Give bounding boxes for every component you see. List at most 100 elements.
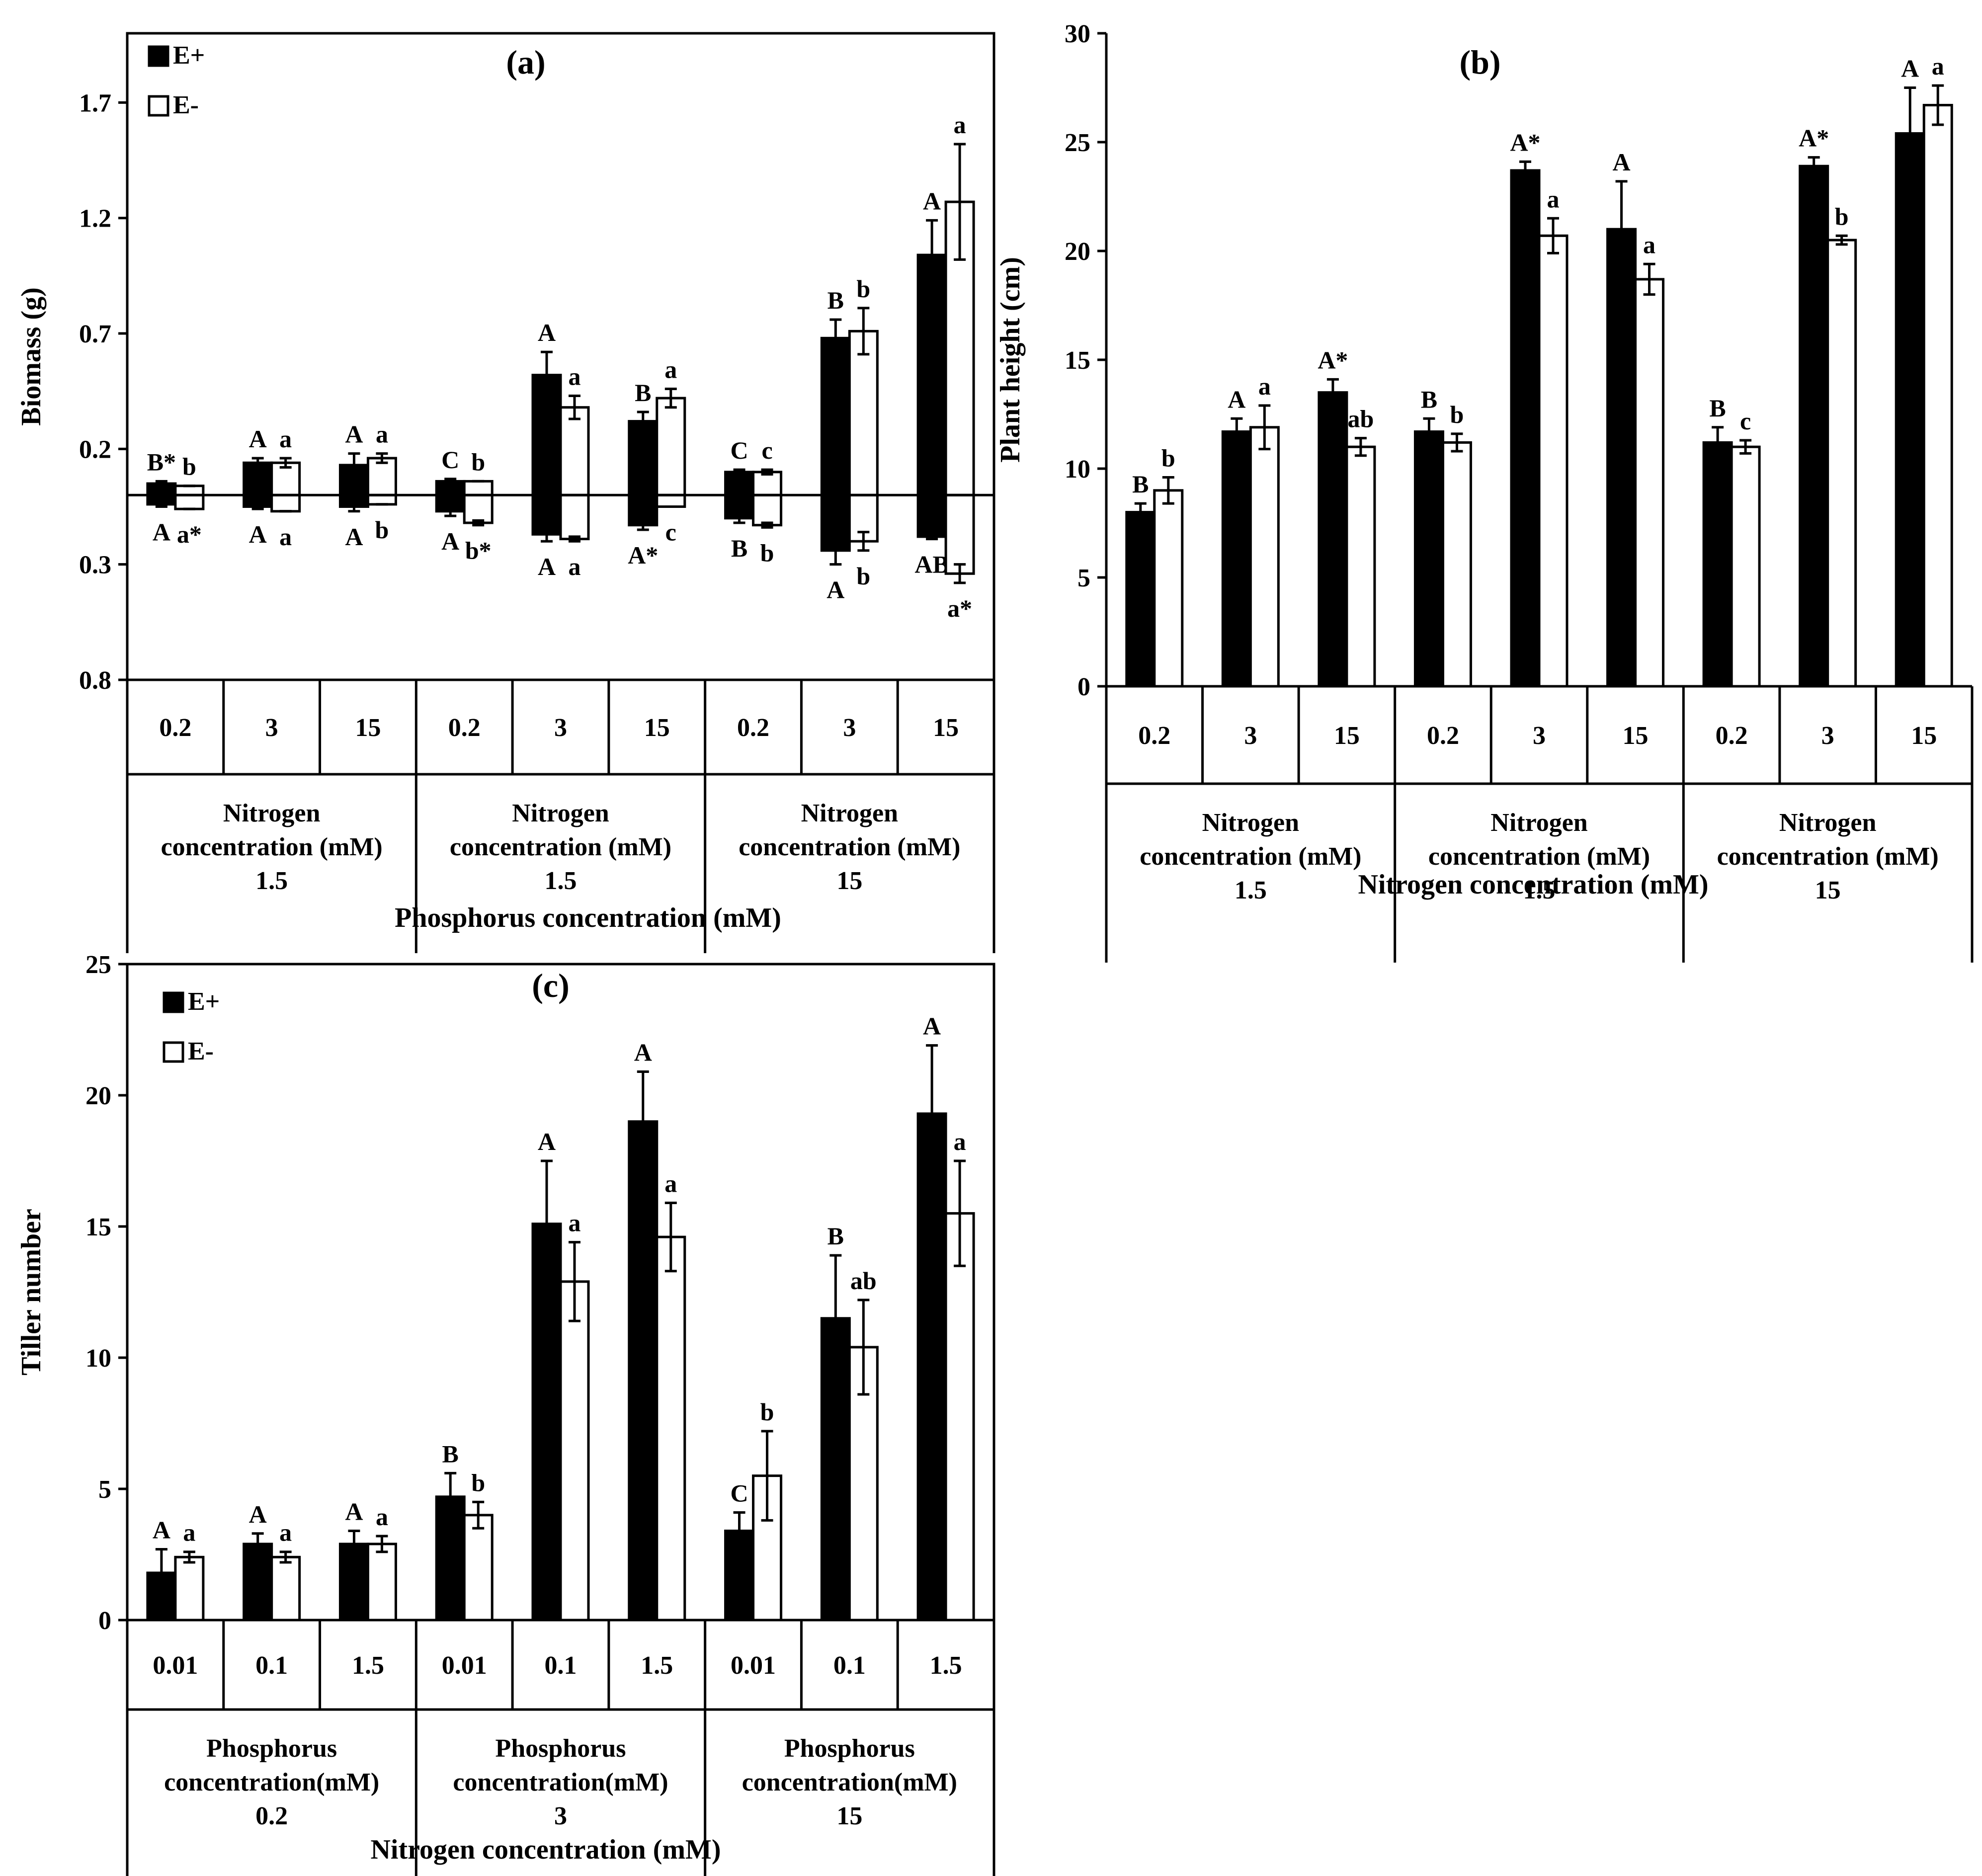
significance-label: a (1258, 372, 1271, 400)
legend-swatch-E+ (148, 45, 169, 67)
group-label: concentration(mM) (742, 1768, 957, 1796)
y-tick-label: 10 (1065, 455, 1090, 484)
significance-label: c (1740, 407, 1751, 435)
category-label: 15 (1911, 722, 1937, 750)
group-label: concentration (mM) (739, 833, 960, 861)
error-bar-E+-0 (1134, 502, 1147, 522)
bar-E+-7 (1799, 164, 1829, 688)
significance-label: A (1613, 148, 1631, 176)
error-bar-E--7 (1835, 234, 1848, 246)
error-bar-E+-8 (926, 1044, 938, 1183)
bar-E--lower-0 (174, 493, 205, 510)
significance-label: a (279, 425, 292, 453)
panel-title: (c) (532, 967, 569, 1004)
error-bar-E--3 (1451, 432, 1463, 453)
significance-label: a (664, 356, 677, 384)
error-bar-E+-2 (1326, 378, 1339, 407)
group-label: Nitrogen (1202, 809, 1300, 837)
significance-label: B (442, 1440, 459, 1468)
y-tick-label: 1.7 (79, 89, 111, 117)
error-bar-E--4 (569, 1241, 580, 1322)
error-bar-E+-5 (637, 410, 649, 432)
group-label: concentration(mM) (453, 1768, 668, 1796)
significance-label: b (471, 448, 485, 476)
error-bar-E--lower-7 (857, 531, 870, 552)
significance-label: b (856, 275, 870, 303)
group-label: 1.5 (545, 867, 577, 895)
error-bar-E--lower-6 (761, 521, 773, 529)
category-label: 15 (355, 714, 381, 742)
error-bar-E+-4 (541, 350, 553, 400)
bar-E+-8 (1895, 132, 1925, 688)
significance-label: B (731, 534, 747, 562)
category-label: 0.01 (442, 1651, 487, 1680)
group-label: concentration (mM) (161, 833, 383, 861)
bar-E--0 (174, 1555, 205, 1622)
significance-label: b (471, 1468, 485, 1496)
significance-label: A* (1510, 128, 1540, 156)
significance-label: a (376, 420, 388, 448)
error-bar-E--8 (954, 1159, 966, 1267)
y-axis-label: Biomass (g) (16, 287, 47, 425)
bar-E--4 (559, 406, 590, 496)
significance-label: a (1643, 231, 1655, 258)
bar-E+-0 (1125, 511, 1156, 688)
significance-label: B* (147, 448, 176, 476)
y-tick-label: 0.7 (79, 320, 111, 348)
x-axis-label: Nitrogen concentration (mM) (1358, 869, 1708, 900)
y-tick-label: 20 (85, 1082, 111, 1110)
significance-label: B (1132, 470, 1149, 498)
category-label: 3 (265, 714, 278, 742)
bar-E--4 (1538, 234, 1569, 688)
error-bar-E--4 (569, 394, 580, 420)
category-label: 0.1 (255, 1651, 288, 1680)
significance-label: a (376, 1503, 388, 1531)
panel-title: (a) (506, 43, 545, 81)
significance-label: ab (1347, 405, 1374, 433)
category-label: 15 (1623, 722, 1649, 750)
error-bar-E+-7 (1808, 156, 1820, 176)
error-bar-E--8 (1932, 84, 1944, 126)
category-label: 15 (1334, 722, 1360, 750)
bar-E+-4 (1510, 169, 1541, 688)
error-bar-E--2 (1354, 437, 1367, 457)
significance-label: a* (177, 520, 202, 548)
group-label: Phosphorus (206, 1734, 337, 1763)
bar-E+-5 (628, 1120, 659, 1622)
significance-label: a (569, 1209, 581, 1237)
group-label: Nitrogen (223, 799, 321, 827)
significance-label: A (538, 319, 556, 346)
significance-label: c (665, 518, 676, 546)
bar-E+-lower-8 (916, 493, 947, 538)
bar-E--5 (656, 1235, 686, 1622)
y-tick-label: 0 (1077, 673, 1090, 701)
significance-label: A (345, 523, 363, 551)
group-label: concentration (mM) (1140, 842, 1361, 871)
category-label: 15 (933, 714, 959, 742)
error-bar-E--1 (279, 457, 292, 469)
error-bar-E+-7 (829, 318, 842, 358)
error-bar-E+-3 (444, 1471, 457, 1522)
significance-label: A (1901, 55, 1919, 82)
legend: E+ E- (163, 987, 220, 1065)
error-bar-E--lower-8 (954, 563, 966, 584)
bar-E+-1 (1221, 430, 1252, 688)
category-label: 3 (843, 714, 856, 742)
y-tick-label: 25 (85, 951, 111, 979)
y-tick-label: 0.8 (79, 666, 111, 695)
group-label: 1.5 (1523, 876, 1556, 904)
significance-label: a (954, 111, 966, 139)
significance-label: A (153, 518, 170, 546)
bar-E+-5 (1606, 228, 1637, 688)
bar-E--0 (174, 485, 205, 496)
significance-label: A (345, 1497, 363, 1525)
error-bar-E--2 (376, 1535, 388, 1553)
error-bar-E--6 (761, 468, 773, 476)
group-label: Phosphorus (496, 1734, 626, 1763)
bar-E--1 (270, 1555, 301, 1622)
bar-E--5 (1634, 278, 1665, 688)
group-label: 1.5 (1235, 876, 1267, 904)
significance-label: b (1450, 401, 1464, 428)
group-label: Nitrogen (801, 799, 899, 827)
